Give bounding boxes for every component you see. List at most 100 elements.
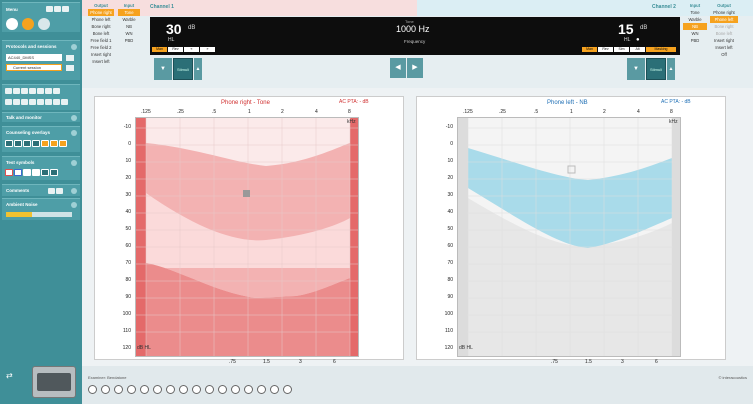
tool-icon[interactable] [5,88,12,94]
connect-icon[interactable]: ⇄ [6,371,13,380]
ch2-down-icon[interactable]: ▼ [627,58,645,80]
ch2-sim-button[interactable]: Sim [614,47,629,52]
ch1-prev-button[interactable]: « [184,47,199,52]
ch2-output-phone-right[interactable]: Phone right [713,10,735,15]
symbol-icon[interactable] [23,169,31,176]
ch1-input-pbd[interactable]: PBD [124,38,134,43]
expand-icon[interactable] [71,115,77,121]
ch2-input-wn[interactable]: WN [691,31,699,36]
tool-icon[interactable] [192,385,201,394]
ch2-output-off[interactable]: Off [721,52,727,57]
tool-icon[interactable] [13,88,20,94]
tool-icon[interactable] [29,99,36,105]
tool-icon[interactable] [61,99,68,105]
ch2-rev-button[interactable]: Rev [598,47,613,52]
ch2-stimulus-button[interactable]: Stimuli [646,58,666,80]
save-icon[interactable] [54,6,61,12]
freq-right-button[interactable]: ▶ [407,58,423,78]
tool-icon[interactable] [45,99,52,105]
ch1-rev-button[interactable]: Rev [168,47,183,52]
session-select[interactable]: Current session [6,64,62,71]
ch2-masking-button[interactable]: Masking [646,47,676,52]
ch1-output-insert-right[interactable]: Insert right [91,52,111,57]
audiogram-right[interactable]: Phone right - Tone AC PTA: - dB kHz dB H… [94,96,404,365]
tool-icon[interactable] [153,385,162,394]
symbol-icon[interactable] [32,169,40,176]
tool-icon[interactable] [166,385,175,394]
settings-icon[interactable] [38,18,50,30]
ch2-output-bone-right[interactable]: Bone right [714,24,734,29]
ch2-output-insert-right[interactable]: Insert right [714,38,734,43]
ch2-input-tone[interactable]: Tone [690,10,700,15]
collapse-icon[interactable] [71,188,77,194]
overlay-icon[interactable] [23,140,31,147]
overlay-icon[interactable] [50,140,58,147]
help-icon[interactable] [62,6,69,12]
tool-icon[interactable] [45,88,52,94]
protocol-select[interactable]: AC440_DMSS [6,54,62,61]
symbol-icon[interactable] [41,169,49,176]
ch1-output-insert-left[interactable]: Insert left [92,59,110,64]
symbol-icon[interactable] [50,169,58,176]
tool-icon[interactable] [21,99,28,105]
tool-icon[interactable] [257,385,266,394]
ch1-input-tone[interactable]: Tone [118,9,140,16]
overlay-icon[interactable] [32,140,40,147]
overlay-icon[interactable] [41,140,49,147]
overlay-icon[interactable] [59,140,67,147]
collapse-icon[interactable] [71,130,77,136]
tool-icon[interactable] [179,385,188,394]
ch2-input-nb[interactable]: NB [683,23,707,30]
ch1-man-button[interactable]: Man [152,47,167,52]
collapse-icon[interactable] [71,44,77,50]
symbol-icon[interactable] [5,169,13,176]
tool-icon[interactable] [218,385,227,394]
ch1-up-icon[interactable]: ▲ [194,58,202,80]
client-icon[interactable] [22,18,34,30]
ch1-input-wn[interactable]: WN [125,31,133,36]
ch2-input-warble[interactable]: Warble [688,17,702,22]
ch2-man-button[interactable]: Man [582,47,597,52]
graph-left-plot[interactable] [457,117,681,357]
graph-right-plot[interactable] [135,117,359,357]
ch1-output-bone-right[interactable]: Bone right [91,24,111,29]
tool-icon[interactable] [270,385,279,394]
tool-icon[interactable] [114,385,123,394]
ch1-input-nb[interactable]: NB [126,24,132,29]
ch2-output-bone-left[interactable]: Bone left [715,31,733,36]
tool-icon[interactable] [205,385,214,394]
tool-icon[interactable] [5,99,12,105]
link-icon[interactable] [66,55,74,61]
collapse-icon[interactable] [71,160,77,166]
audiogram-left[interactable]: Phone left - NB AC PTA: - dB kHz dB HL .… [416,96,726,365]
collapse-icon[interactable] [71,202,77,208]
tool-icon[interactable] [29,88,36,94]
ch1-stimulus-button[interactable]: Stimuli [173,58,193,80]
tool-icon[interactable] [244,385,253,394]
overlay-icon[interactable] [5,140,13,147]
print-icon[interactable] [46,6,53,12]
ch2-input-pbd[interactable]: PBD [690,38,700,43]
comment-icon[interactable] [48,188,55,194]
ch1-input-warble[interactable]: Warble [122,17,136,22]
tool-icon[interactable] [53,99,60,105]
tool-icon[interactable] [21,88,28,94]
ch2-up-icon[interactable]: ▲ [667,58,675,80]
headphone-icon[interactable] [101,385,110,394]
freq-left-button[interactable]: ◀ [390,58,406,78]
tool-icon[interactable] [37,88,44,94]
tool-icon[interactable] [283,385,292,394]
settings-small-icon[interactable] [66,65,74,71]
tool-icon[interactable] [127,385,136,394]
ch1-down-icon[interactable]: ▼ [154,58,172,80]
user-icon[interactable] [6,18,18,30]
ch1-output-phone-left[interactable]: Phone left [91,17,111,22]
ch2-alt-button[interactable]: Alt [630,47,645,52]
tool-icon[interactable] [37,99,44,105]
ch1-output-ff1[interactable]: Free field 1 [90,38,112,43]
ch1-output-ff2[interactable]: Free field 2 [90,45,112,50]
ch1-next-button[interactable]: » [200,47,215,52]
tool-icon[interactable] [88,385,97,394]
tool-icon[interactable] [140,385,149,394]
ch1-output-phone-right[interactable]: Phone right [88,9,114,16]
